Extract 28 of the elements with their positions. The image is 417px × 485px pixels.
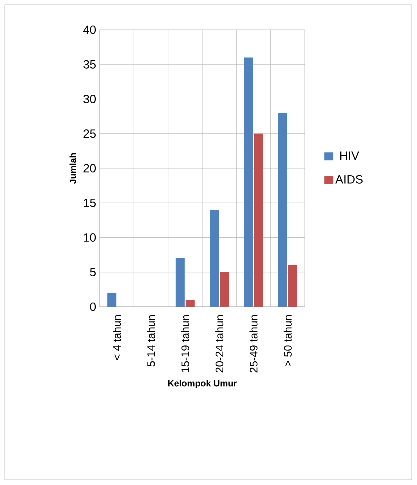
- bar: [108, 293, 117, 307]
- x-tick-label: < 4 tahun: [113, 316, 122, 360]
- y-tick-label: 20: [84, 164, 96, 173]
- y-tick-label: 5: [90, 268, 96, 277]
- bar: [254, 134, 264, 307]
- legend-label: AIDS: [336, 175, 363, 184]
- bar: [220, 272, 230, 307]
- bar: [176, 258, 185, 307]
- y-tick-label: 40: [83, 26, 96, 34]
- y-tick-label: 25: [84, 130, 96, 138]
- y-tick-label: 35: [84, 60, 96, 69]
- legend-label: HIV: [340, 152, 360, 160]
- y-tick-label: 10: [84, 234, 96, 242]
- bar: [244, 58, 254, 307]
- bar: [278, 113, 288, 307]
- bar: [186, 300, 195, 307]
- y-tick-label: 15: [84, 198, 96, 208]
- y-tick-label: 30: [84, 95, 96, 104]
- x-tick-label: 15-19 tahun: [181, 316, 190, 372]
- y-axis-title: Jumlah: [70, 153, 76, 184]
- y-tick-label: 0: [90, 302, 96, 312]
- bar: [288, 265, 298, 307]
- x-tick-label: 20-24 tahun: [216, 316, 224, 373]
- bar: [210, 210, 220, 307]
- x-tick-label: 5-14 tahun: [147, 316, 156, 367]
- x-axis-title: Kelompok Umur: [168, 380, 237, 388]
- x-tick-label: 25-49 tahun: [250, 316, 258, 373]
- x-tick-label: > 50 tahun: [284, 316, 292, 366]
